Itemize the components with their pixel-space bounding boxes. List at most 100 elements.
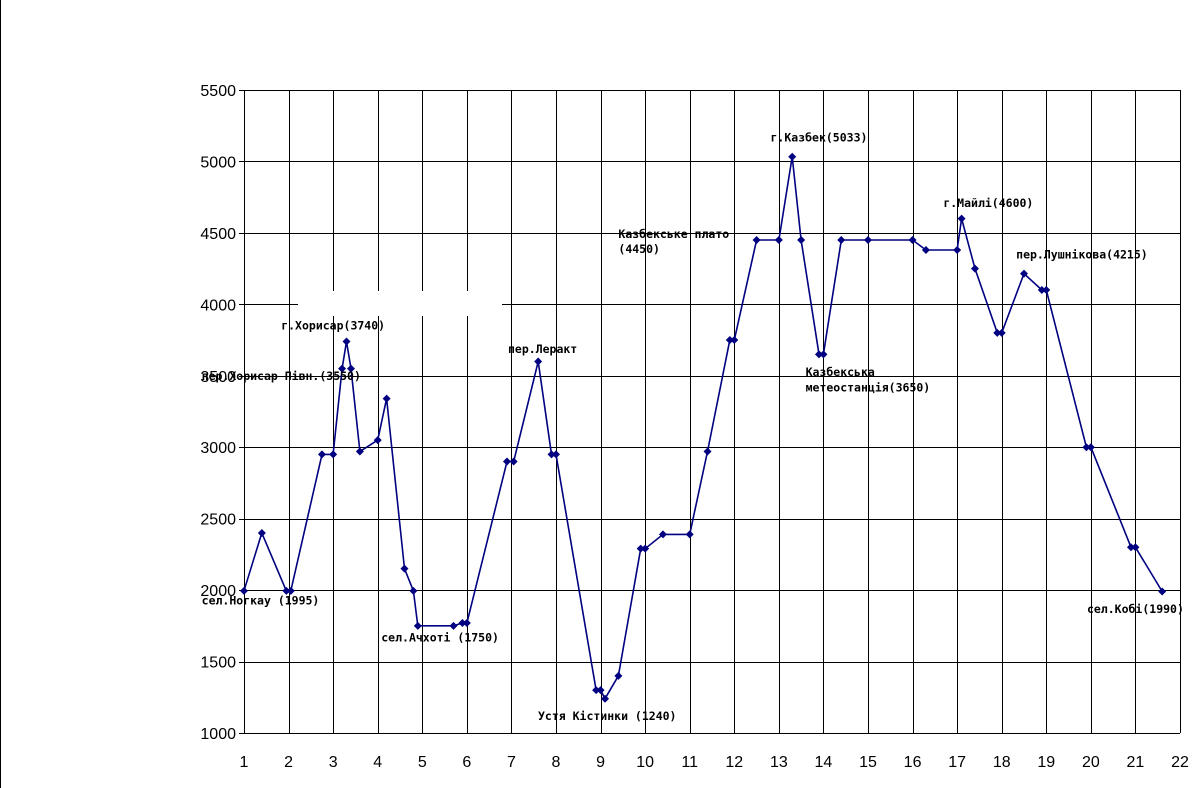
x-tick-label: 19 <box>1037 754 1055 771</box>
x-tick-label: 4 <box>373 754 382 771</box>
data-point-marker <box>373 436 382 445</box>
data-point-marker <box>286 586 295 595</box>
y-tick-label: 3000 <box>200 440 236 457</box>
data-point-marker <box>819 350 828 359</box>
data-point-marker <box>774 236 783 245</box>
data-point-marker <box>1082 443 1091 452</box>
x-tick-label: 21 <box>1127 754 1145 771</box>
data-point-marker <box>413 621 422 630</box>
data-point-marker <box>993 328 1002 337</box>
data-point-marker <box>730 336 739 345</box>
point-annotation: сел.Кобі(1990) <box>1087 602 1184 616</box>
x-tick-label: 1 <box>240 754 249 771</box>
data-point-marker <box>596 686 605 695</box>
y-tick-label: 5500 <box>200 83 236 100</box>
data-point-marker <box>970 264 979 273</box>
x-tick-label: 8 <box>552 754 561 771</box>
x-tick-label: 10 <box>636 754 654 771</box>
data-point-marker <box>953 246 962 255</box>
x-tick-label: 11 <box>681 754 698 771</box>
x-tick-label: 3 <box>329 754 338 771</box>
data-point-marker <box>257 528 266 537</box>
y-axis-ticks: 1000 1500 2000 2500 3000 3500 4000 4500 5000 5500 <box>200 83 236 743</box>
data-point-marker <box>1158 587 1167 596</box>
data-point-marker <box>318 450 326 459</box>
data-point-marker <box>921 246 930 255</box>
x-tick-label: 2 <box>284 754 293 771</box>
data-point-marker <box>552 450 560 459</box>
y-tick-label: 5000 <box>200 154 236 171</box>
data-point-marker <box>658 530 667 539</box>
y-tick-label: 2500 <box>200 512 236 529</box>
x-tick-label: 5 <box>418 754 427 771</box>
data-point-marker <box>703 447 712 456</box>
y-tick-label: 4000 <box>200 297 236 314</box>
x-tick-label: 16 <box>904 754 922 771</box>
point-annotation: сел.Ачхоті (1750) <box>381 631 499 645</box>
data-point-marker <box>509 457 518 466</box>
y-tick-label: 2000 <box>200 583 236 600</box>
data-point-marker <box>502 457 511 466</box>
point-annotation: сел.Ногкау (1995) <box>202 593 320 607</box>
x-tick-label: 9 <box>596 754 605 771</box>
x-tick-label: 18 <box>993 754 1011 771</box>
y-tick-label: 1000 <box>200 726 236 743</box>
data-point-marker <box>382 394 391 403</box>
data-point-marker <box>864 236 872 245</box>
data-point-marker <box>462 618 471 627</box>
point-annotation: г.Хорисар(3740) <box>281 318 385 332</box>
elevation-series-markers <box>240 152 1167 703</box>
data-point-marker <box>641 544 650 553</box>
data-point-marker <box>282 586 291 595</box>
x-tick-label: 20 <box>1082 754 1100 771</box>
x-tick-label: 22 <box>1171 754 1189 771</box>
data-point-marker <box>797 236 806 245</box>
data-point-marker <box>725 336 734 345</box>
point-annotation: Казбекська <box>806 365 875 379</box>
x-tick-label: 7 <box>507 754 516 771</box>
data-point-marker <box>547 450 556 459</box>
data-point-marker <box>400 564 409 573</box>
data-point-marker <box>752 236 761 245</box>
x-tick-label: 17 <box>948 754 966 771</box>
data-point-marker <box>449 621 458 630</box>
x-tick-label: 6 <box>462 754 471 771</box>
point-annotation: пер.Лушнікова(4215) <box>1016 248 1148 262</box>
point-annotation: Устя Кістинки (1240) <box>538 709 676 723</box>
data-point-marker <box>1037 286 1046 295</box>
x-tick-label: 13 <box>770 754 788 771</box>
data-point-marker <box>1126 543 1135 552</box>
data-point-marker <box>409 586 418 595</box>
data-point-marker <box>240 586 248 595</box>
data-point-marker <box>1131 543 1140 552</box>
data-point-marker <box>355 447 364 456</box>
point-annotation: г.Казбек(5033) <box>771 130 868 144</box>
data-point-marker <box>636 544 645 553</box>
x-tick-label: 12 <box>725 754 743 771</box>
label-mask <box>298 291 502 316</box>
data-point-marker <box>342 337 351 346</box>
data-point-marker <box>614 671 623 680</box>
data-point-marker <box>908 236 917 245</box>
data-point-marker <box>837 236 846 245</box>
data-point-marker <box>346 364 355 373</box>
data-point-marker <box>1086 443 1095 452</box>
point-annotation: (4450) <box>618 242 660 256</box>
point-annotation: Казбекське плато <box>618 227 729 241</box>
data-point-marker <box>1042 286 1051 295</box>
data-point-marker <box>338 364 347 373</box>
point-annotation: пер.Леракт <box>508 342 577 356</box>
data-point-marker <box>592 686 601 695</box>
data-point-marker <box>685 530 694 539</box>
point-annotation: метеостанція(3650) <box>806 380 931 394</box>
annotations: сел.Ногкау (1995) пер.Хорисар Півн.(3550)… <box>202 130 1184 723</box>
data-point-marker <box>329 450 338 459</box>
x-tick-label: 14 <box>815 754 833 771</box>
y-tick-label: 3500 <box>200 369 236 386</box>
x-axis-ticks: 1 2 3 4 5 6 7 8 9 10 11 12 13 14 15 16 17 18 19 20 21 22 <box>240 754 1189 771</box>
y-tick-label: 1500 <box>200 655 236 672</box>
point-annotation: г.Майлі(4600) <box>943 196 1033 210</box>
data-point-marker <box>458 618 467 627</box>
grid <box>239 90 1181 734</box>
